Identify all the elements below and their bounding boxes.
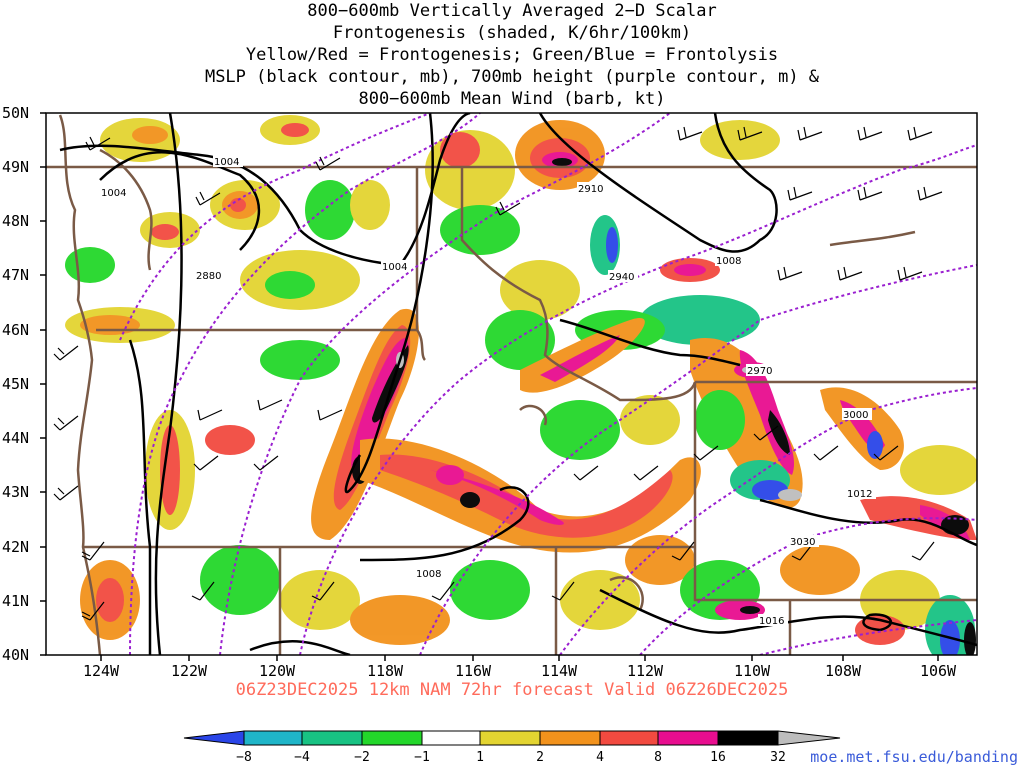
colorbar-label: −8 [236,750,252,765]
lon-label: 116W [455,662,492,680]
lon-label: 124W [83,662,120,680]
mslp-label: 1016 [759,616,784,627]
longitude-labels: 124W 122W 120W 118W 116W 114W 112W 110W … [83,662,957,680]
colorbar-label: −4 [294,750,310,765]
lat-label: 40N [2,646,29,664]
lat-label: 46N [2,321,29,339]
lon-label: 122W [171,662,208,680]
lat-label: 42N [2,538,29,556]
colorbar-swatch [362,731,422,745]
mslp-label: 1004 [382,262,407,273]
title-line: Frontogenesis (shaded, K/6hr/100km) [332,23,692,43]
political-borders [46,114,977,655]
lon-label: 118W [367,662,404,680]
lat-label: 48N [2,212,29,230]
latitude-labels: 50N 49N 48N 47N 46N 45N 44N 43N 42N 41N … [2,104,29,664]
colorbar-label: 8 [654,750,662,765]
height-label: 3030 [790,537,815,548]
colorbar-swatch [718,731,778,745]
colorbar-swatch [658,731,718,745]
lon-label: 108W [825,662,862,680]
title-line: 800−600mb Mean Wind (barb, kt) [358,89,666,109]
lat-label: 50N [2,104,29,122]
lat-label: 43N [2,483,29,501]
axis-ticks [40,112,939,661]
mslp-label: 1004 [214,157,239,168]
lat-label: 49N [2,158,29,176]
lon-label: 106W [920,662,957,680]
frontogenesis-shading [46,113,977,655]
lat-label: 45N [2,375,29,393]
lon-label: 120W [259,662,296,680]
contour-labels: 1004 1004 1004 1008 1008 1012 1016 2880 … [100,155,876,627]
colorbar-label: −2 [354,750,370,765]
mslp-label: 1004 [101,188,126,199]
height-label: 2940 [609,272,634,283]
colorbar-label: −1 [414,750,430,765]
title-line: 800−600mb Vertically Averaged 2−D Scalar [307,1,717,21]
lat-label: 41N [2,592,29,610]
colorbar-label: 4 [596,750,604,765]
colorbar-swatch [540,731,600,745]
height-label: 2910 [578,184,603,195]
mslp-label: 1008 [716,256,741,267]
colorbar-swatch [600,731,658,745]
title-line: MSLP (black contour, mb), 700mb height (… [204,67,820,87]
mslp-contours [59,113,977,655]
lat-label: 44N [2,429,29,447]
height-label: 3000 [843,410,868,421]
colorbar-label: 32 [770,750,786,765]
colorbar: −8 −4 −2 −1 1 2 4 8 16 32 [183,730,841,765]
title-line: Yellow/Red = Frontogenesis; Green/Blue =… [245,45,779,65]
map-title: 800−600mb Vertically Averaged 2−D Scalar… [0,0,1024,110]
lon-label: 112W [627,662,664,680]
colorbar-swatch [184,731,244,745]
colorbar-swatch [480,731,540,745]
colorbar-label: 2 [536,750,544,765]
source-credit[interactable]: moe.met.fsu.edu/banding [810,748,1018,766]
lon-label: 114W [541,662,578,680]
lon-label: 110W [734,662,771,680]
wind-barbs [53,126,943,621]
colorbar-swatch [302,731,362,745]
colorbar-label: 16 [710,750,726,765]
forecast-valid-time: 06Z23DEC2025 12km NAM 72hr forecast Vali… [235,680,789,700]
colorbar-swatch [778,731,840,745]
lat-label: 47N [2,266,29,284]
mslp-label: 1008 [416,569,441,580]
height-label: 2970 [747,366,772,377]
colorbar-label: 1 [476,750,484,765]
mslp-label: 1012 [847,489,872,500]
height-label: 2880 [196,271,221,282]
colorbar-swatch [244,731,302,745]
colorbar-swatch [422,731,480,745]
